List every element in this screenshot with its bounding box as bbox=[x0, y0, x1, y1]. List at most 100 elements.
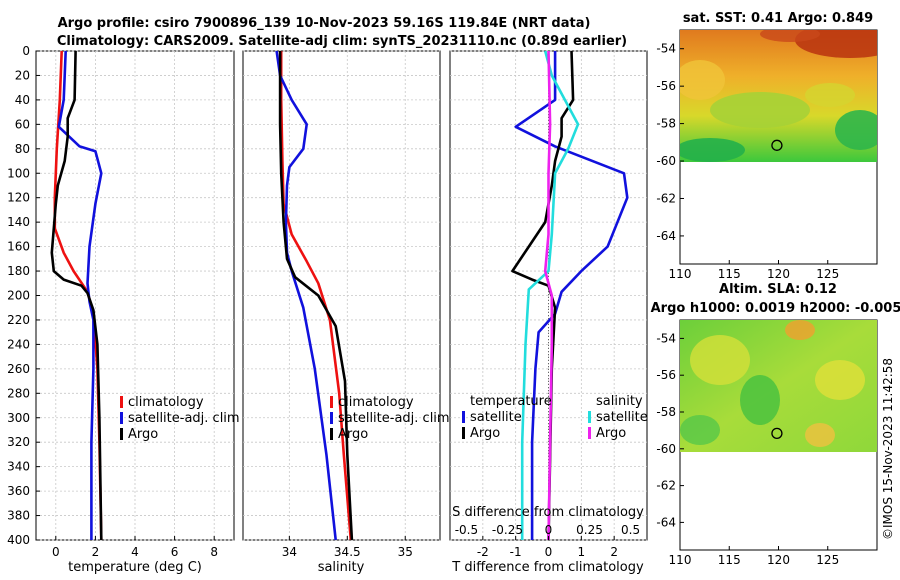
y-tick-label: 300 bbox=[7, 411, 30, 425]
legend-t-satellite-swatch bbox=[462, 411, 465, 423]
map-y-tick-label: -56 bbox=[656, 79, 676, 93]
map-x-tick-label: 125 bbox=[816, 553, 839, 567]
legend-climatology-swatch bbox=[120, 396, 123, 408]
x-top-tick-label: -0.25 bbox=[492, 523, 523, 537]
sst-field bbox=[680, 30, 877, 162]
copyright-stamp: ©IMOS 15-Nov-2023 11:42:58 bbox=[881, 358, 895, 540]
series-satellite-adj-clim bbox=[57, 50, 103, 540]
salinity-panel: 34 34.5 35 salinity climatology satellite-… bbox=[242, 50, 450, 575]
y-tick-label: 140 bbox=[7, 215, 30, 229]
y-tick-label: 200 bbox=[7, 289, 30, 303]
map-y-tick-label: -58 bbox=[656, 117, 676, 131]
x-top-tick-label: -0.5 bbox=[455, 523, 478, 537]
map-x-tick-label: 110 bbox=[669, 553, 692, 567]
temperature-xlabel: temperature (deg C) bbox=[68, 560, 202, 575]
map-y-tick-label: -54 bbox=[656, 331, 676, 345]
temperature-panel: 0204060801001201401601802002202402602803… bbox=[7, 44, 240, 575]
series-argo bbox=[278, 51, 354, 541]
map-y-tick-label: -60 bbox=[656, 154, 676, 168]
x-tick-label: 2 bbox=[610, 545, 618, 559]
y-tick-label: 180 bbox=[7, 264, 30, 278]
series-temperature-satellite bbox=[514, 51, 629, 540]
map-x-tick-label: 125 bbox=[816, 267, 839, 281]
series-climatology bbox=[279, 51, 353, 541]
sla-argo-marker bbox=[771, 427, 783, 439]
legend-temperature-title: temperature bbox=[470, 394, 552, 409]
x-tick-label: 0 bbox=[545, 545, 553, 559]
x-top-tick-label: 0 bbox=[545, 523, 553, 537]
x-tick-label: 35 bbox=[398, 545, 413, 559]
sla-map-subtitle: Argo h1000: 0.0019 h2000: -0.005 bbox=[651, 301, 900, 316]
map-x-tick-label: 120 bbox=[767, 553, 790, 567]
map-y-tick-label: -60 bbox=[656, 442, 676, 456]
title-line-2: Climatology: CARS2009. Satellite-adj cli… bbox=[57, 34, 627, 49]
s-difference-label: S difference from climatology bbox=[452, 505, 644, 520]
y-tick-label: 60 bbox=[15, 117, 30, 131]
series-satellite-adj-clim bbox=[275, 50, 337, 541]
y-tick-label: 20 bbox=[15, 68, 30, 82]
y-tick-label: 240 bbox=[7, 337, 30, 351]
legend-argo-label: Argo bbox=[128, 427, 158, 442]
legend-climatology-label: climatology bbox=[128, 395, 204, 410]
legend-satellite-label: satellite-adj. clim bbox=[338, 411, 450, 426]
legend-t-argo-swatch bbox=[462, 427, 465, 439]
map-y-tick-label: -64 bbox=[656, 515, 676, 529]
sst-argo-marker bbox=[771, 139, 783, 151]
y-tick-label: 80 bbox=[15, 142, 30, 156]
y-tick-label: 400 bbox=[7, 533, 30, 547]
series-salinity-argo bbox=[543, 50, 554, 541]
map-y-tick-label: -64 bbox=[656, 229, 676, 243]
legend-argo-swatch bbox=[120, 428, 123, 440]
y-tick-label: 100 bbox=[7, 166, 30, 180]
difference-panel: -2 -1 0 1 2 -0.5 -0.25 0 0.25 0.5 S difference f… bbox=[449, 50, 648, 575]
legend-satellite-label: satellite-adj. clim bbox=[128, 411, 240, 426]
map-y-tick-label: -62 bbox=[656, 479, 676, 493]
sla-field bbox=[680, 320, 877, 452]
legend-s-argo-swatch bbox=[588, 427, 591, 439]
x-tick-label: 34.5 bbox=[334, 545, 361, 559]
legend-satellite-swatch bbox=[120, 412, 123, 424]
x-tick-label: -2 bbox=[477, 545, 489, 559]
y-tick-label: 280 bbox=[7, 386, 30, 400]
legend-t-argo-label: Argo bbox=[470, 426, 500, 441]
map-x-tick-label: 115 bbox=[718, 553, 741, 567]
y-tick-label: 260 bbox=[7, 362, 30, 376]
y-tick-label: 320 bbox=[7, 435, 30, 449]
legend-s-satellite-label: satellite bbox=[596, 410, 648, 425]
x-tick-label: 2 bbox=[92, 545, 100, 559]
legend-argo-label: Argo bbox=[338, 427, 368, 442]
legend-salinity-title: salinity bbox=[596, 394, 643, 409]
legend-s-satellite-swatch bbox=[588, 411, 591, 423]
y-tick-label: 360 bbox=[7, 484, 30, 498]
map-x-tick-label: 115 bbox=[718, 267, 741, 281]
x-top-tick-label: 0.25 bbox=[576, 523, 603, 537]
series-salinity-satellite bbox=[520, 50, 580, 540]
y-tick-label: 40 bbox=[15, 93, 30, 107]
y-tick-label: 0 bbox=[22, 44, 30, 58]
sla-map-title: Altim. SLA: 0.12 bbox=[719, 282, 837, 297]
x-tick-label: 6 bbox=[171, 545, 179, 559]
title-line-1: Argo profile: csiro 7900896_139 10-Nov-2… bbox=[58, 16, 591, 31]
x-tick-label: 4 bbox=[131, 545, 139, 559]
legend-climatology-label: climatology bbox=[338, 395, 414, 410]
map-y-tick-label: -54 bbox=[656, 42, 676, 56]
sst-map-title: sat. SST: 0.41 Argo: 0.849 bbox=[683, 11, 873, 26]
t-difference-label: T difference from climatology bbox=[451, 560, 644, 575]
map-x-tick-label: 120 bbox=[767, 267, 790, 281]
legend-t-satellite-label: satellite bbox=[470, 410, 522, 425]
x-top-tick-label: 0.5 bbox=[621, 523, 640, 537]
difference-legend-temperature: temperature satellite Argo bbox=[462, 394, 552, 441]
salinity-xlabel: salinity bbox=[318, 560, 365, 575]
x-tick-label: -1 bbox=[510, 545, 522, 559]
y-tick-label: 380 bbox=[7, 509, 30, 523]
x-tick-label: 1 bbox=[578, 545, 586, 559]
map-y-tick-label: -58 bbox=[656, 405, 676, 419]
sst-map-panel: sat. SST: 0.41 Argo: 0.849 -54 -56 -58 -60 -… bbox=[656, 11, 878, 281]
salinity-legend: climatology satellite-adj. clim Argo bbox=[330, 395, 450, 442]
temperature-legend: climatology satellite-adj. clim Argo bbox=[120, 395, 240, 442]
y-tick-label: 340 bbox=[7, 460, 30, 474]
difference-legend-salinity: salinity satellite Argo bbox=[588, 394, 648, 441]
y-tick-label: 220 bbox=[7, 313, 30, 327]
legend-argo-swatch bbox=[330, 428, 333, 440]
